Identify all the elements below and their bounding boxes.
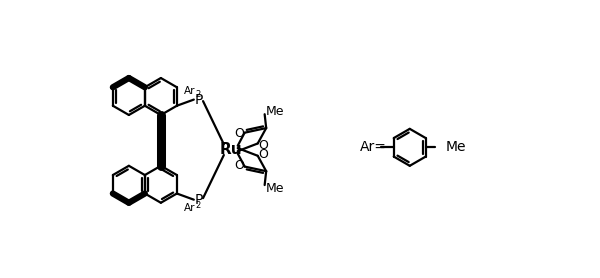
Text: O: O xyxy=(235,127,244,140)
Text: P: P xyxy=(194,93,203,106)
Text: Ru: Ru xyxy=(220,142,242,157)
Text: Me: Me xyxy=(446,140,466,154)
Text: Me: Me xyxy=(266,105,284,118)
Text: P: P xyxy=(194,193,203,207)
Text: 2: 2 xyxy=(196,200,200,210)
Text: Ar: Ar xyxy=(184,203,195,213)
Text: O: O xyxy=(258,138,268,152)
Text: O: O xyxy=(258,148,268,161)
Text: Ar: Ar xyxy=(184,86,195,96)
Text: Ar=: Ar= xyxy=(360,140,387,154)
Text: O: O xyxy=(235,159,244,172)
Text: Me: Me xyxy=(266,182,284,195)
Text: 2: 2 xyxy=(196,90,200,99)
